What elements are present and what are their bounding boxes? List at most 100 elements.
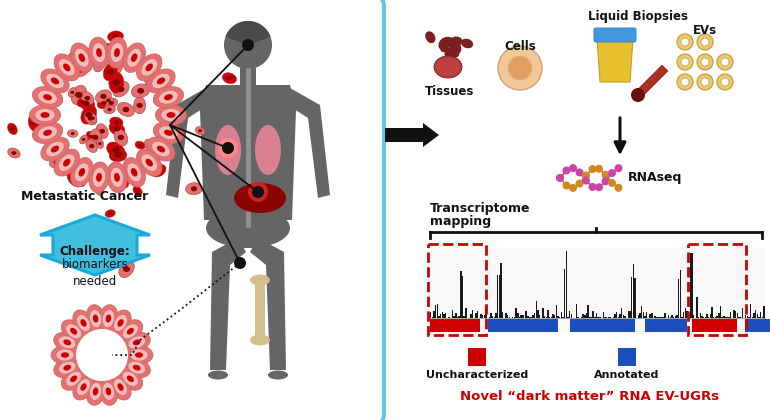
Ellipse shape [144, 139, 154, 151]
Ellipse shape [86, 139, 98, 152]
Ellipse shape [71, 174, 79, 180]
Ellipse shape [12, 151, 16, 155]
Bar [515, 307, 517, 318]
Circle shape [556, 174, 564, 182]
Circle shape [717, 74, 733, 90]
Wedge shape [226, 21, 270, 45]
Ellipse shape [159, 90, 178, 104]
Bar [571, 314, 572, 318]
Bar [564, 268, 565, 318]
Ellipse shape [453, 43, 461, 53]
Polygon shape [210, 238, 246, 370]
Ellipse shape [449, 40, 461, 52]
Ellipse shape [131, 168, 137, 176]
Bar [522, 315, 524, 318]
Bar [444, 314, 445, 318]
Bar [621, 308, 622, 318]
Ellipse shape [438, 39, 448, 50]
Ellipse shape [445, 48, 456, 60]
Ellipse shape [95, 90, 112, 103]
Ellipse shape [127, 163, 142, 182]
Ellipse shape [146, 159, 153, 166]
Bar [618, 348, 636, 366]
Ellipse shape [147, 76, 154, 81]
Bar [547, 310, 549, 318]
Ellipse shape [136, 54, 162, 81]
Circle shape [556, 174, 564, 182]
Ellipse shape [234, 183, 286, 213]
Ellipse shape [164, 130, 172, 136]
Circle shape [608, 179, 616, 187]
Ellipse shape [71, 43, 93, 72]
Circle shape [697, 54, 713, 70]
Text: Uncharacterized: Uncharacterized [426, 370, 528, 380]
Bar [546, 317, 547, 318]
Bar [551, 317, 552, 318]
Bar [748, 317, 750, 318]
Circle shape [224, 21, 272, 69]
Bar [490, 313, 492, 318]
Bar [609, 317, 611, 318]
Ellipse shape [440, 37, 454, 47]
Circle shape [588, 165, 597, 173]
Ellipse shape [52, 73, 67, 86]
Bar [737, 313, 738, 318]
Bar [720, 307, 721, 318]
Ellipse shape [46, 142, 64, 157]
Ellipse shape [45, 118, 55, 126]
Ellipse shape [196, 127, 205, 135]
Circle shape [252, 186, 264, 198]
Ellipse shape [133, 186, 142, 196]
Ellipse shape [110, 43, 123, 63]
Bar [458, 316, 460, 318]
Circle shape [508, 56, 532, 80]
FancyArrow shape [385, 123, 439, 147]
Ellipse shape [105, 387, 111, 396]
FancyBboxPatch shape [594, 28, 636, 42]
Circle shape [498, 46, 542, 90]
Bar [442, 312, 444, 318]
Bar [641, 306, 642, 318]
Ellipse shape [41, 112, 49, 118]
Ellipse shape [135, 141, 146, 149]
Ellipse shape [89, 113, 97, 123]
Circle shape [575, 168, 584, 176]
Bar [586, 313, 588, 318]
Ellipse shape [86, 131, 96, 142]
Ellipse shape [72, 63, 89, 77]
Bar [465, 308, 467, 318]
Ellipse shape [91, 117, 95, 120]
Ellipse shape [96, 222, 101, 226]
Ellipse shape [59, 361, 76, 374]
Ellipse shape [99, 305, 118, 332]
Ellipse shape [97, 97, 110, 109]
Circle shape [701, 38, 709, 46]
Ellipse shape [106, 99, 111, 102]
Circle shape [701, 58, 709, 66]
Ellipse shape [141, 154, 157, 171]
Text: Metastatic Cancer: Metastatic Cancer [22, 190, 149, 203]
Ellipse shape [109, 117, 123, 127]
Bar [570, 319, 635, 332]
Ellipse shape [118, 135, 124, 140]
Ellipse shape [59, 59, 75, 76]
Ellipse shape [81, 105, 97, 124]
Bar [745, 315, 746, 318]
Bar [552, 315, 554, 318]
Ellipse shape [63, 339, 71, 345]
Ellipse shape [80, 48, 98, 62]
Bar [693, 315, 695, 318]
Bar [589, 317, 591, 318]
Text: Cells: Cells [504, 40, 536, 53]
FancyArrow shape [635, 65, 668, 98]
Ellipse shape [186, 183, 203, 195]
Bar [438, 315, 440, 318]
Bar [602, 312, 604, 318]
Ellipse shape [112, 62, 119, 68]
Circle shape [614, 184, 622, 192]
Bar [763, 305, 765, 318]
Bar [629, 311, 631, 318]
Bar [437, 304, 438, 318]
Bar [535, 301, 537, 318]
Ellipse shape [68, 130, 78, 137]
